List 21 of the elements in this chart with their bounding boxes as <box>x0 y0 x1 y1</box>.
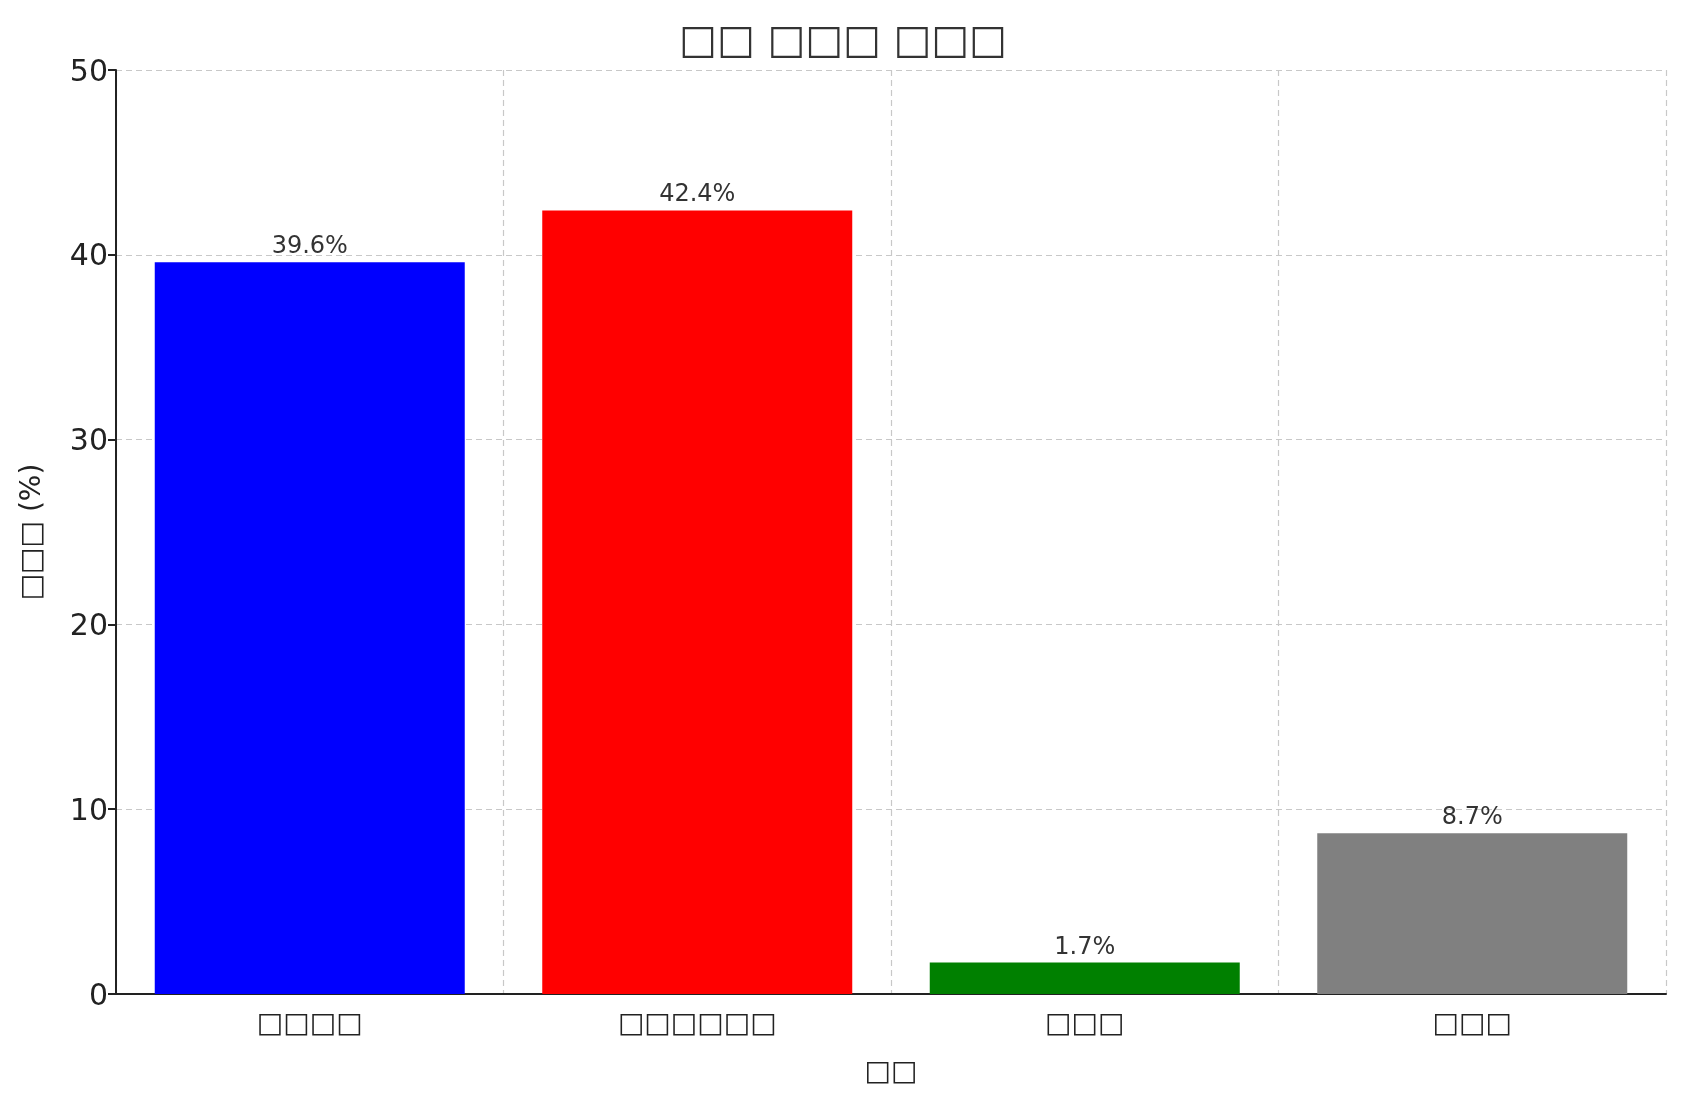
y-tick-label: 10 <box>69 791 108 827</box>
bar <box>154 262 465 994</box>
y-tick-label: 0 <box>88 976 108 1012</box>
data-label: 42.4% <box>659 179 736 208</box>
bar <box>542 210 853 994</box>
y-tick-label: 40 <box>69 237 108 273</box>
y-tick-label: 30 <box>69 422 108 458</box>
y-tick-label: 50 <box>69 52 108 88</box>
x-tick-label: □□□□ <box>256 1005 363 1039</box>
data-label: 8.7% <box>1441 802 1503 831</box>
x-tick-label: □□□□□□ <box>617 1005 777 1039</box>
x-tick-label: □□□ <box>1045 1005 1125 1039</box>
chart-title: □□ □□□ □□□ <box>679 16 1007 62</box>
data-label: 1.7% <box>1054 931 1116 960</box>
bar <box>929 962 1240 994</box>
y-tick-label: 20 <box>69 606 108 642</box>
x-axis-title: □□ <box>864 1053 918 1087</box>
data-label: 39.6% <box>271 231 348 260</box>
x-tick-label: □□□ <box>1432 1005 1512 1039</box>
y-axis-title: □□□ (%) <box>13 463 47 601</box>
bar <box>1317 833 1628 994</box>
